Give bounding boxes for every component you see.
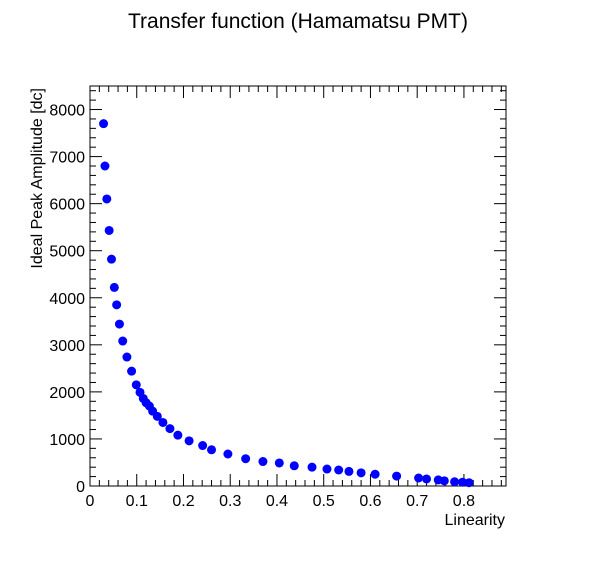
data-point bbox=[322, 464, 332, 474]
data-point bbox=[104, 225, 114, 235]
y-tick-label: 0 bbox=[76, 479, 85, 496]
data-point bbox=[131, 380, 141, 390]
data-point bbox=[102, 194, 112, 204]
data-point bbox=[158, 417, 168, 427]
data-point bbox=[450, 477, 460, 487]
data-point bbox=[118, 336, 128, 346]
data-point bbox=[241, 454, 251, 464]
y-tick-label: 8000 bbox=[49, 103, 85, 120]
data-point bbox=[464, 478, 474, 488]
data-point bbox=[334, 465, 344, 475]
x-tick-label: 0 bbox=[86, 493, 95, 510]
x-axis-label: Linearity bbox=[445, 512, 505, 529]
data-point bbox=[112, 300, 122, 310]
y-tick-label: 1000 bbox=[49, 432, 85, 449]
data-point bbox=[198, 441, 208, 451]
y-tick-label: 6000 bbox=[49, 197, 85, 214]
y-tick-label: 3000 bbox=[49, 338, 85, 355]
x-axis: 0 0.1 0.2 0.3 0.4 0.5 0.6 0.7 0.8 bbox=[86, 86, 502, 510]
data-point bbox=[152, 411, 162, 421]
data-point bbox=[392, 471, 402, 481]
data-point bbox=[122, 352, 132, 362]
y-axis: 0 1000 2000 3000 4000 5000 6000 7000 8000 bbox=[49, 90, 506, 496]
plot-frame bbox=[89, 85, 507, 487]
data-point bbox=[223, 449, 233, 459]
data-point bbox=[114, 319, 124, 329]
data-point bbox=[370, 469, 380, 479]
x-tick-label: 0.6 bbox=[359, 493, 381, 510]
data-point bbox=[344, 466, 354, 476]
data-point bbox=[127, 366, 137, 376]
y-axis-label: Ideal Peak Amplitude [dc] bbox=[29, 88, 46, 269]
chart-title: Transfer function (Hamamatsu PMT) bbox=[128, 10, 468, 33]
data-point bbox=[184, 436, 194, 446]
data-point bbox=[356, 468, 366, 478]
x-tick-label: 0.7 bbox=[406, 493, 428, 510]
data-point bbox=[173, 430, 183, 440]
data-point bbox=[107, 254, 117, 264]
y-tick-label: 5000 bbox=[49, 244, 85, 261]
data-point bbox=[165, 424, 175, 434]
x-tick-label: 0.2 bbox=[172, 493, 194, 510]
data-point bbox=[207, 445, 217, 455]
y-tick-label: 7000 bbox=[49, 150, 85, 167]
x-tick-label: 0.1 bbox=[126, 493, 148, 510]
data-point bbox=[307, 462, 317, 472]
data-point bbox=[99, 119, 109, 129]
x-tick-label: 0.3 bbox=[219, 493, 241, 510]
data-point bbox=[109, 282, 119, 292]
data-point bbox=[458, 477, 468, 487]
x-tick-label: 0.8 bbox=[453, 493, 475, 510]
data-point bbox=[422, 474, 432, 484]
y-tick-label: 4000 bbox=[49, 291, 85, 308]
data-point bbox=[289, 461, 299, 471]
y-tick-label: 2000 bbox=[49, 385, 85, 402]
data-point bbox=[100, 161, 110, 171]
data-point bbox=[258, 457, 268, 467]
data-point bbox=[274, 458, 284, 468]
data-series bbox=[99, 119, 474, 488]
data-point bbox=[414, 473, 424, 483]
data-point bbox=[439, 476, 449, 486]
x-tick-label: 0.4 bbox=[266, 493, 288, 510]
x-tick-label: 0.5 bbox=[313, 493, 335, 510]
